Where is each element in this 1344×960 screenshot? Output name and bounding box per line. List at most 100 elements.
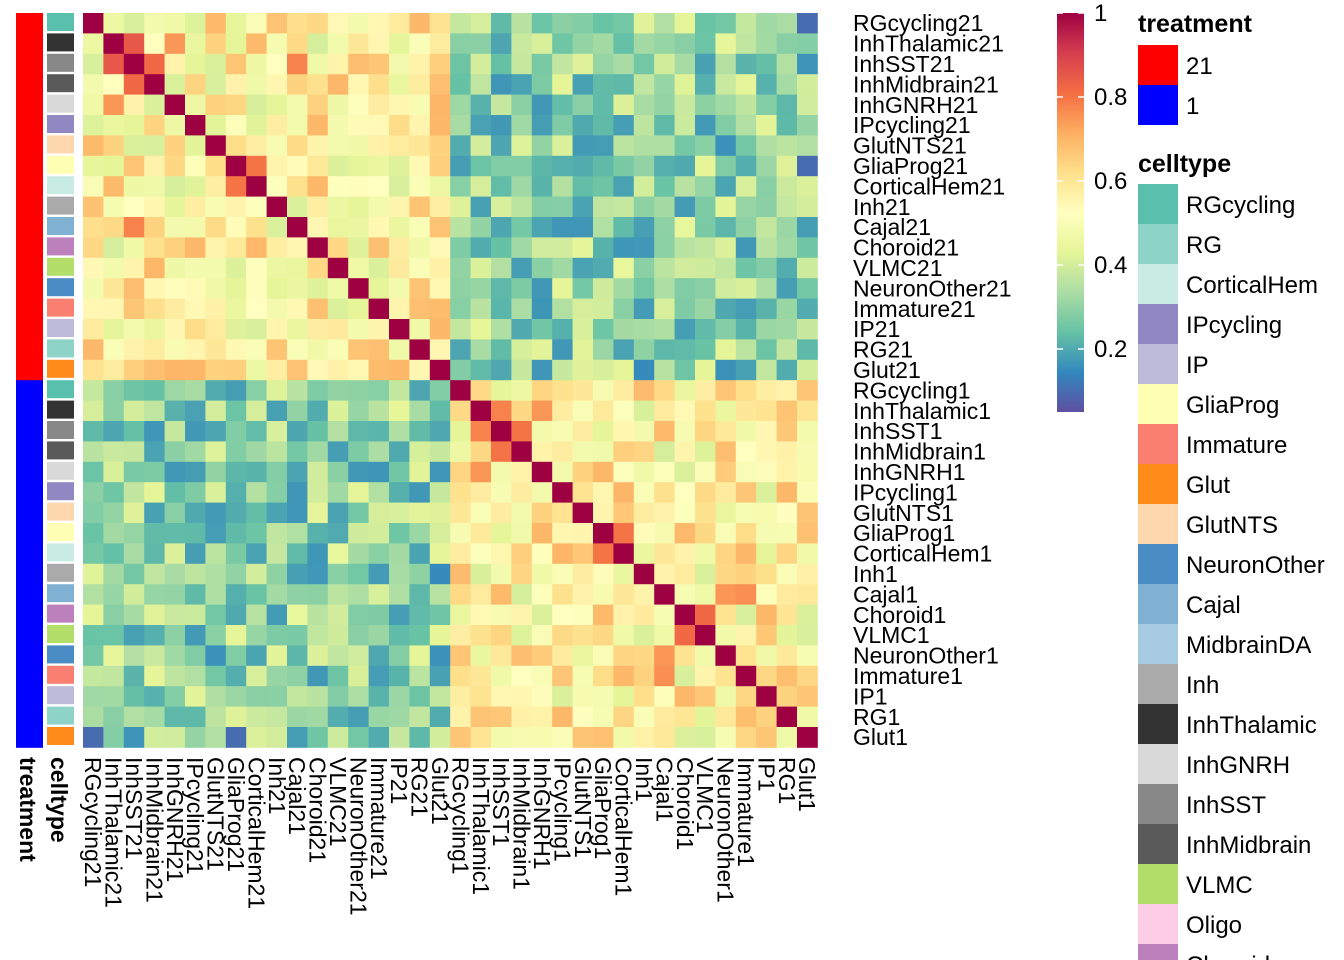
- heatmap-cell: [327, 33, 349, 55]
- heatmap-cell: [797, 339, 818, 361]
- heatmap-cell: [511, 94, 533, 116]
- celltype-annotation-cell: [47, 461, 74, 480]
- heatmap-cell: [83, 74, 104, 95]
- celltype-legend-label: Cajal: [1186, 592, 1241, 619]
- heatmap-cell: [429, 13, 451, 34]
- heatmap-cell: [654, 155, 675, 177]
- row-label: CorticalHem1: [853, 541, 992, 567]
- heatmap-cell: [409, 33, 431, 55]
- heatmap-cell: [613, 176, 635, 197]
- heatmap-cell: [103, 441, 125, 463]
- heatmap-cell: [613, 74, 635, 95]
- heatmap-cell: [246, 94, 267, 116]
- heatmap-cell: [327, 339, 349, 361]
- celltype-annotation-cell: [47, 217, 74, 235]
- heatmap-cell: [83, 727, 104, 748]
- heatmap-cell: [287, 359, 308, 381]
- heatmap-cell: [491, 421, 512, 442]
- row-label: InhSST1: [853, 418, 943, 444]
- heatmap-cell: [429, 339, 451, 361]
- heatmap-cell: [83, 706, 104, 728]
- heatmap-cell: [389, 380, 410, 401]
- heatmap-cell: [797, 298, 818, 320]
- heatmap-cell: [735, 380, 757, 401]
- heatmap-cell: [246, 155, 267, 177]
- heatmap-cell: [715, 33, 737, 55]
- heatmap-cell: [266, 645, 288, 667]
- heatmap-cell: [593, 563, 614, 585]
- heatmap-cell: [470, 502, 492, 524]
- heatmap-cell: [593, 665, 614, 687]
- treatment-annotation-cell: [16, 217, 43, 238]
- heatmap-cell: [633, 543, 655, 565]
- heatmap-cell: [531, 421, 553, 442]
- heatmap-cell: [144, 74, 165, 95]
- heatmap-cell: [389, 482, 410, 503]
- heatmap-cell: [164, 319, 186, 340]
- heatmap-cell: [225, 298, 247, 320]
- heatmap-cell: [756, 53, 777, 75]
- heatmap-cell: [695, 359, 716, 381]
- heatmap-cell: [429, 706, 451, 728]
- heatmap-cell: [491, 155, 512, 177]
- heatmap-cell: [552, 278, 573, 299]
- heatmap-cell: [144, 563, 165, 585]
- heatmap-cell: [633, 706, 655, 728]
- heatmap-cell: [144, 257, 165, 279]
- treatment-annotation-cell: [16, 53, 43, 75]
- heatmap-cell: [307, 645, 329, 667]
- heatmap-cell: [429, 645, 451, 667]
- heatmap-cell: [735, 278, 757, 299]
- heatmap-cell: [797, 584, 818, 605]
- heatmap-cell: [797, 727, 818, 748]
- heatmap-cell: [348, 523, 369, 544]
- heatmap-cell: [103, 604, 125, 626]
- heatmap-cell: [429, 400, 451, 422]
- treatment-legend-title: treatment: [1138, 10, 1253, 38]
- heatmap-cell: [572, 461, 594, 483]
- heatmap-cell: [287, 421, 308, 442]
- annotation-bars: [16, 13, 74, 748]
- heatmap-cell: [164, 482, 186, 503]
- heatmap-cell: [797, 400, 818, 422]
- celltype-legend-label: GliaProg: [1186, 392, 1279, 419]
- heatmap-cell: [654, 380, 675, 401]
- heatmap-cell: [674, 237, 696, 259]
- heatmap-cell: [450, 339, 471, 361]
- heatmap-cell: [246, 604, 267, 626]
- column-label: VLMC21: [325, 757, 351, 846]
- heatmap-cell: [593, 217, 614, 238]
- heatmap-cell: [776, 686, 798, 707]
- heatmap-cell: [429, 604, 451, 626]
- heatmap-cell: [572, 441, 594, 463]
- heatmap-cell: [633, 359, 655, 381]
- heatmap-cell: [797, 665, 818, 687]
- heatmap-cell: [572, 543, 594, 565]
- heatmap-cell: [144, 421, 165, 442]
- heatmap-cell: [225, 502, 247, 524]
- heatmap-cell: [429, 298, 451, 320]
- heatmap-cell: [246, 33, 267, 55]
- heatmap-cell: [409, 319, 431, 340]
- heatmap-cell: [409, 482, 431, 503]
- heatmap-cell: [613, 645, 635, 667]
- heatmap-cell: [756, 94, 777, 116]
- heatmap-cell: [797, 74, 818, 95]
- heatmap-cell: [776, 625, 798, 646]
- celltype-legend-label: NeuronOther: [1186, 552, 1325, 579]
- heatmap-cell: [368, 33, 390, 55]
- heatmap-cell: [307, 135, 329, 157]
- heatmap-cell: [511, 421, 533, 442]
- heatmap-cell: [491, 584, 512, 605]
- heatmap-cell: [409, 196, 431, 218]
- heatmap-cell: [164, 237, 186, 259]
- heatmap-cell: [470, 461, 492, 483]
- celltype-legend-swatch: [1138, 664, 1178, 704]
- heatmap-cell: [735, 625, 757, 646]
- heatmap-cell: [164, 625, 186, 646]
- heatmap-cell: [266, 706, 288, 728]
- heatmap-cell: [695, 237, 716, 259]
- heatmap-cell: [389, 359, 410, 381]
- heatmap-cell: [103, 339, 125, 361]
- heatmap-cell: [593, 706, 614, 728]
